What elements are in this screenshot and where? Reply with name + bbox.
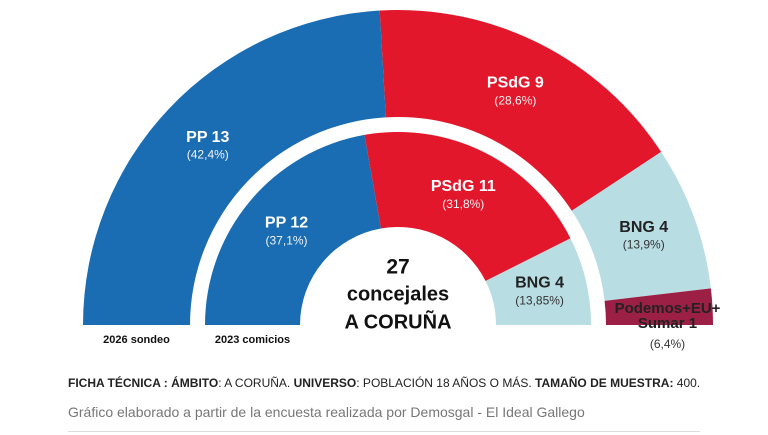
seat-arc bbox=[379, 10, 662, 211]
vote-share: (13,85%) bbox=[515, 294, 564, 308]
party-label: Podemos+EU+ bbox=[615, 300, 721, 317]
seat-arc bbox=[83, 10, 386, 326]
ring-label: 2023 comicios bbox=[215, 334, 290, 346]
sheet-part: 400. bbox=[673, 376, 701, 390]
party-label: PSdG 9 bbox=[487, 75, 544, 92]
seat-arc bbox=[485, 238, 591, 325]
chart: PP 13 (42,4%) PSdG 9(28,6%) BNG 4 (13,9%) Pod… bbox=[83, 10, 721, 351]
technical-sheet: FICHA TÉCNICA : ÁMBITO: A CORUÑA. UNIVER… bbox=[68, 376, 700, 390]
vote-share: (6,4%) bbox=[650, 337, 685, 351]
vote-share: (42,4%) bbox=[187, 148, 229, 162]
sheet-part: FICHA TÉCNICA : bbox=[68, 376, 172, 390]
vote-share: (37,1%) bbox=[266, 234, 308, 248]
sheet-part: : A CORUÑA. bbox=[218, 376, 294, 390]
vote-share: (13,9%) bbox=[623, 238, 665, 252]
ring-label: 2026 sondeo bbox=[103, 334, 170, 346]
source-note: Gráfico elaborado a partir de la encuest… bbox=[68, 404, 585, 420]
party-label: Sumar 1 bbox=[638, 315, 697, 332]
divider bbox=[68, 431, 700, 432]
sheet-part: TAMAÑO DE MUESTRA: bbox=[535, 376, 674, 390]
party-label: PSdG 11 bbox=[431, 178, 496, 195]
total-seats: 27 bbox=[386, 256, 409, 279]
seat-arc bbox=[571, 151, 711, 301]
sheet-part: UNIVERSO bbox=[293, 376, 357, 390]
party-label: BNG 4 bbox=[515, 275, 564, 292]
center-label: A CORUÑA bbox=[344, 310, 451, 333]
center-label: concejales bbox=[347, 283, 449, 305]
vote-share: (28,6%) bbox=[494, 93, 536, 107]
seat-arc bbox=[364, 132, 571, 282]
party-label: PP 13 bbox=[186, 129, 229, 146]
seat-arc bbox=[604, 288, 713, 325]
party-label: PP 12 bbox=[265, 215, 308, 232]
vote-share: (31,8%) bbox=[442, 197, 484, 211]
sheet-part: : POBLACIÓN 18 AÑOS O MÁS. bbox=[356, 376, 535, 390]
seat-arc bbox=[205, 134, 381, 325]
sheet-part: ÁMBITO bbox=[171, 376, 219, 390]
party-label: BNG 4 bbox=[619, 219, 668, 236]
